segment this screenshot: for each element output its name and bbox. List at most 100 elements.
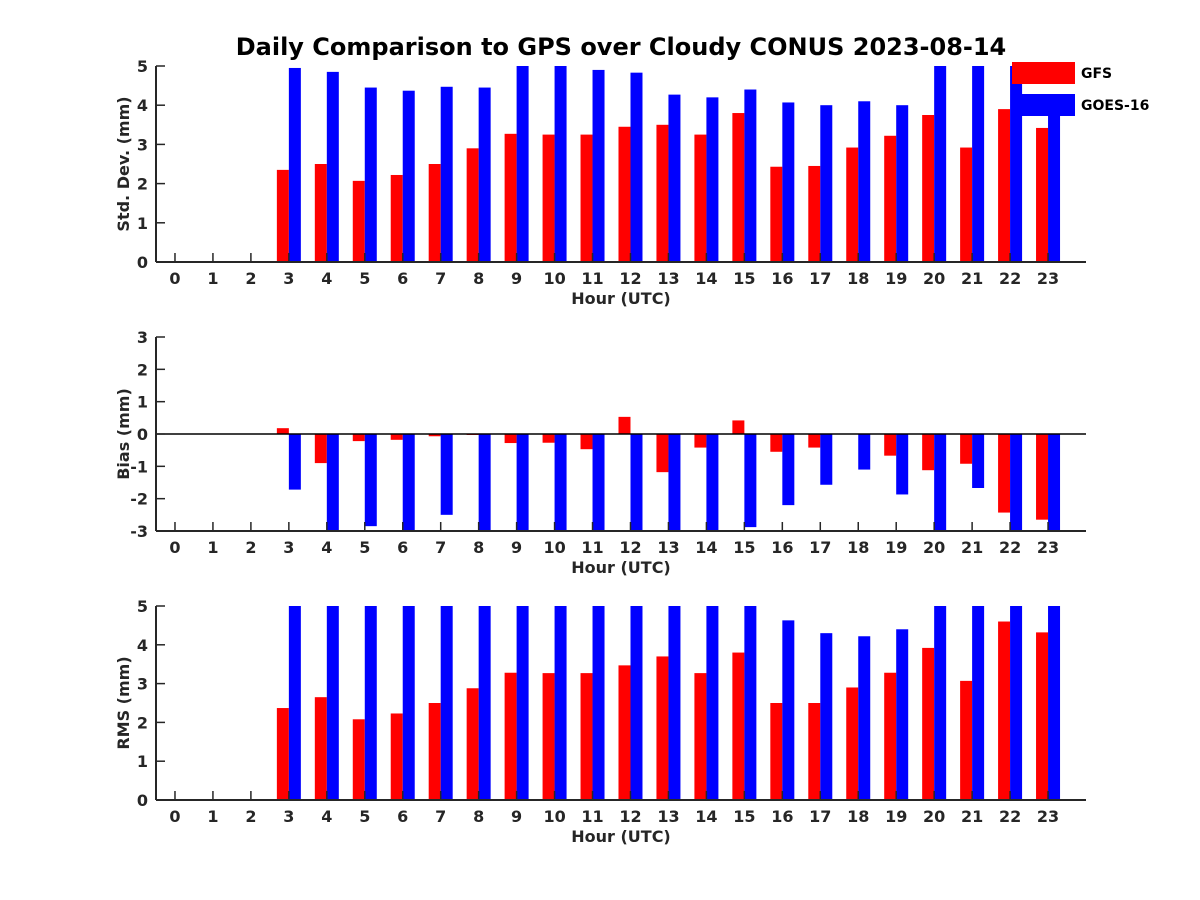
bar-stddev-gfs-16 xyxy=(770,166,783,262)
legend-label-goes-16: GOES-16 xyxy=(1081,98,1149,114)
bar-rms-gfs-15 xyxy=(732,652,745,800)
x-tick-label-rms-15: 15 xyxy=(733,807,755,826)
x-tick-label-bias-23: 23 xyxy=(1037,538,1059,557)
x-tick-label-rms-6: 6 xyxy=(397,807,408,826)
bar-rms-gfs-11 xyxy=(580,673,593,800)
x-tick-label-stddev-14: 14 xyxy=(695,269,717,288)
bar-stddev-goes-16-6 xyxy=(402,90,415,262)
bar-bias-goes-16-8 xyxy=(478,434,491,531)
y-tick-label-bias-3: 3 xyxy=(137,328,148,347)
bar-rms-goes-16-17 xyxy=(820,633,833,800)
bar-stddev-goes-16-17 xyxy=(820,105,833,262)
bar-bias-gfs-5 xyxy=(352,434,365,442)
bar-stddev-gfs-19 xyxy=(884,135,897,262)
bar-bias-gfs-11 xyxy=(580,434,593,450)
x-tick-label-bias-22: 22 xyxy=(999,538,1021,557)
x-tick-label-stddev-3: 3 xyxy=(283,269,294,288)
x-tick-label-stddev-4: 4 xyxy=(321,269,332,288)
bar-rms-goes-16-3 xyxy=(288,606,301,800)
bar-bias-goes-16-18 xyxy=(858,434,871,470)
bar-rms-goes-16-18 xyxy=(858,636,871,800)
x-tick-label-bias-2: 2 xyxy=(245,538,256,557)
bar-bias-goes-16-16 xyxy=(782,434,795,506)
y-axis-label-bias: Bias (mm) xyxy=(114,388,133,480)
x-tick-label-stddev-18: 18 xyxy=(847,269,869,288)
y-tick-label-rms-3: 3 xyxy=(137,675,148,694)
bar-stddev-goes-16-9 xyxy=(516,66,529,262)
bar-stddev-gfs-3 xyxy=(276,169,289,262)
y-tick-label-bias--2: -2 xyxy=(130,490,148,509)
y-tick-label-stddev-5: 5 xyxy=(137,57,148,76)
bar-bias-goes-16-15 xyxy=(744,434,757,528)
x-tick-label-rms-11: 11 xyxy=(581,807,603,826)
bar-stddev-goes-16-16 xyxy=(782,102,795,263)
bar-stddev-goes-16-10 xyxy=(554,66,567,262)
x-tick-label-bias-21: 21 xyxy=(961,538,983,557)
x-tick-label-bias-16: 16 xyxy=(771,538,793,557)
x-tick-label-bias-15: 15 xyxy=(733,538,755,557)
bar-stddev-gfs-12 xyxy=(618,126,631,262)
bar-bias-goes-16-10 xyxy=(554,434,567,531)
bar-stddev-gfs-13 xyxy=(656,124,669,262)
bar-rms-goes-16-6 xyxy=(402,606,415,800)
y-tick-label-rms-1: 1 xyxy=(137,752,148,771)
x-tick-label-bias-6: 6 xyxy=(397,538,408,557)
x-tick-label-bias-8: 8 xyxy=(473,538,484,557)
x-tick-label-rms-8: 8 xyxy=(473,807,484,826)
y-tick-label-stddev-0: 0 xyxy=(137,253,148,272)
chart-title: Daily Comparison to GPS over Cloudy CONU… xyxy=(236,33,1007,61)
bar-rms-gfs-21 xyxy=(960,680,973,800)
x-tick-label-bias-20: 20 xyxy=(923,538,945,557)
bar-rms-goes-16-16 xyxy=(782,620,795,800)
bar-stddev-goes-16-5 xyxy=(364,87,377,262)
y-tick-label-rms-4: 4 xyxy=(137,636,148,655)
bar-bias-goes-16-17 xyxy=(820,434,833,485)
x-tick-label-stddev-22: 22 xyxy=(999,269,1021,288)
y-tick-label-stddev-1: 1 xyxy=(137,214,148,233)
bar-stddev-gfs-15 xyxy=(732,113,745,262)
bar-stddev-gfs-14 xyxy=(694,134,707,262)
bar-stddev-gfs-10 xyxy=(542,134,555,262)
x-tick-label-bias-12: 12 xyxy=(619,538,641,557)
x-axis-label-rms: Hour (UTC) xyxy=(571,827,671,846)
bar-bias-goes-16-12 xyxy=(630,434,643,531)
x-tick-label-rms-7: 7 xyxy=(435,807,446,826)
x-tick-label-bias-1: 1 xyxy=(207,538,218,557)
x-tick-label-stddev-19: 19 xyxy=(885,269,907,288)
bar-bias-goes-16-5 xyxy=(364,434,377,527)
bar-stddev-gfs-22 xyxy=(998,109,1011,263)
x-tick-label-bias-5: 5 xyxy=(359,538,370,557)
x-tick-label-rms-14: 14 xyxy=(695,807,717,826)
bar-stddev-gfs-20 xyxy=(922,115,935,262)
x-tick-label-rms-9: 9 xyxy=(511,807,522,826)
bar-rms-gfs-4 xyxy=(314,697,327,800)
x-tick-label-stddev-9: 9 xyxy=(511,269,522,288)
bar-bias-goes-16-4 xyxy=(326,434,339,531)
bar-bias-goes-16-22 xyxy=(1010,434,1023,531)
y-tick-label-bias-0: 0 xyxy=(137,425,148,444)
x-axis-label-bias: Hour (UTC) xyxy=(571,558,671,577)
y-tick-label-bias-1: 1 xyxy=(137,393,148,412)
x-tick-label-rms-2: 2 xyxy=(245,807,256,826)
bar-bias-gfs-12 xyxy=(618,416,631,434)
y-tick-label-bias--3: -3 xyxy=(130,522,148,541)
bar-bias-gfs-7 xyxy=(428,434,441,437)
bar-bias-goes-16-14 xyxy=(706,434,719,531)
x-tick-label-stddev-7: 7 xyxy=(435,269,446,288)
bar-rms-goes-16-13 xyxy=(668,606,681,800)
x-tick-label-rms-4: 4 xyxy=(321,807,332,826)
bar-bias-goes-16-9 xyxy=(516,434,529,531)
bar-stddev-goes-16-14 xyxy=(706,97,719,262)
x-tick-label-rms-17: 17 xyxy=(809,807,831,826)
bar-rms-goes-16-15 xyxy=(744,606,757,800)
bar-bias-gfs-19 xyxy=(884,434,897,456)
bar-bias-gfs-20 xyxy=(922,434,935,471)
bar-stddev-goes-16-23 xyxy=(1048,105,1061,262)
bar-rms-gfs-19 xyxy=(884,672,897,800)
bar-rms-gfs-6 xyxy=(390,713,403,800)
x-tick-label-rms-23: 23 xyxy=(1037,807,1059,826)
x-tick-label-bias-19: 19 xyxy=(885,538,907,557)
x-tick-label-stddev-6: 6 xyxy=(397,269,408,288)
x-tick-label-stddev-13: 13 xyxy=(657,269,679,288)
